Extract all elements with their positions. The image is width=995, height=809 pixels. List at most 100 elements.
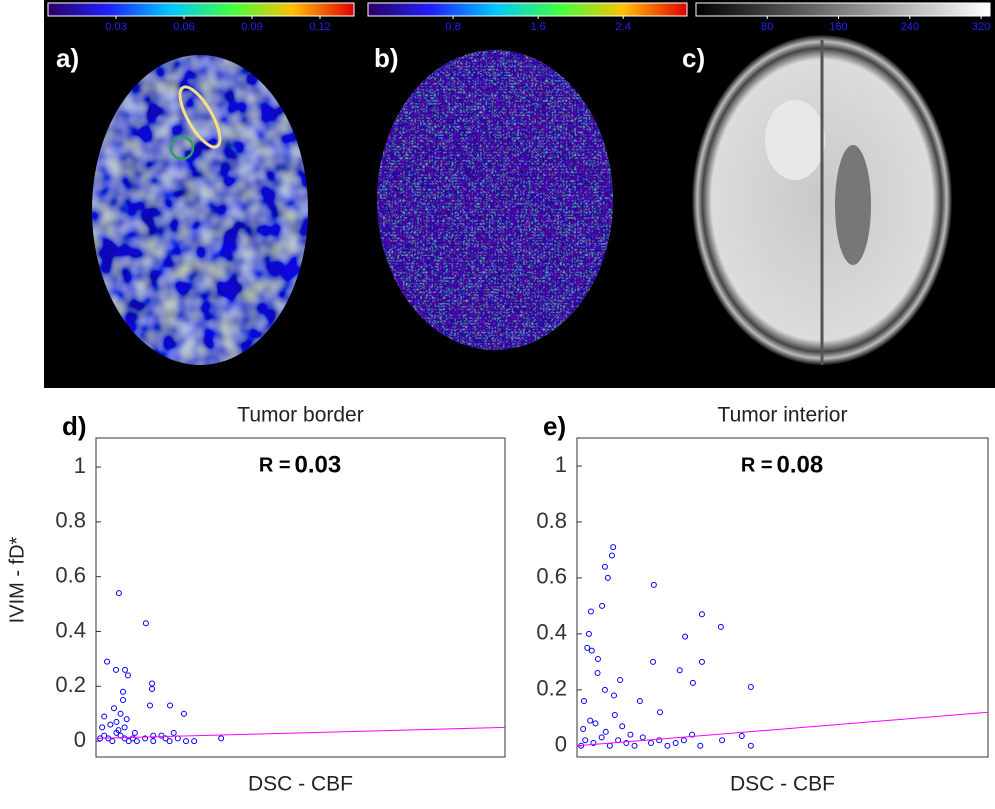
point	[122, 666, 129, 673]
x-axis-label: DSC - CBF	[248, 773, 353, 796]
point	[680, 737, 687, 744]
point	[747, 742, 754, 749]
point	[584, 644, 591, 651]
point	[601, 686, 608, 693]
r-label: R =	[259, 454, 291, 476]
point	[142, 735, 149, 742]
y-tick-label: 0.6	[536, 564, 567, 589]
colorbar-tick-label: 0.03	[105, 21, 126, 33]
point	[719, 737, 726, 744]
point	[601, 563, 608, 570]
r-value: 0.03	[295, 451, 342, 478]
point	[585, 630, 592, 637]
point	[146, 702, 153, 709]
point	[113, 718, 120, 725]
r-value: 0.08	[777, 451, 824, 478]
tumor	[765, 100, 825, 180]
colorbar-tick-label: 0.06	[173, 21, 194, 33]
colorbar	[367, 2, 688, 17]
point	[657, 709, 664, 716]
point	[689, 679, 696, 686]
point	[611, 712, 618, 719]
point	[580, 726, 587, 733]
point	[133, 738, 140, 745]
point	[598, 734, 605, 741]
point	[180, 710, 187, 717]
point	[580, 698, 587, 705]
y-tick-label: 0.4	[536, 620, 567, 645]
point	[631, 742, 638, 749]
y-tick-label: 1	[74, 453, 86, 478]
point	[697, 742, 704, 749]
y-tick-label: 0.8	[55, 508, 86, 533]
colorbar-tick-label: 160	[829, 21, 847, 33]
roi-interior	[169, 135, 195, 161]
point	[150, 732, 157, 739]
chart-title: Tumor interior	[718, 404, 848, 427]
brain-texture-a	[92, 55, 308, 365]
point	[123, 716, 130, 723]
point	[167, 702, 174, 709]
point	[650, 581, 657, 588]
r-label: R =	[741, 454, 773, 476]
fit-line	[576, 711, 989, 747]
colorbar	[695, 2, 991, 17]
point	[110, 705, 117, 712]
panel-label: a)	[56, 43, 79, 73]
point	[115, 590, 122, 597]
point	[594, 670, 601, 677]
point	[121, 724, 128, 731]
point	[590, 740, 597, 747]
point	[588, 647, 595, 654]
point	[647, 740, 654, 747]
point	[639, 734, 646, 741]
colorbar-tick-label: 0.12	[309, 21, 330, 33]
y-tick-label: 0.4	[55, 617, 86, 642]
colorbar	[47, 2, 355, 17]
y-tick-label: 0.2	[536, 676, 567, 701]
colorbar-tick-label: 80	[761, 21, 773, 33]
point	[617, 677, 624, 684]
point	[682, 633, 689, 640]
panel-label: b)	[374, 43, 399, 73]
point	[119, 696, 126, 703]
plot-area	[95, 437, 506, 758]
point	[619, 723, 626, 730]
point	[698, 658, 705, 665]
point	[623, 740, 630, 747]
point	[599, 602, 606, 609]
colorbar-tick-label: 0.09	[241, 21, 262, 33]
point	[689, 731, 696, 738]
y-tick-label: 0.6	[55, 562, 86, 587]
colorbar-tick-label: 0.8	[445, 21, 460, 33]
point	[113, 666, 120, 673]
point	[610, 544, 617, 551]
point	[104, 658, 111, 665]
colorbar-tick-label: 240	[901, 21, 919, 33]
point	[218, 735, 225, 742]
point	[182, 738, 189, 745]
plot-area	[576, 437, 989, 758]
point	[587, 717, 594, 724]
point	[587, 608, 594, 615]
point	[101, 713, 108, 720]
point	[117, 710, 124, 717]
point	[115, 727, 122, 734]
point	[604, 574, 611, 581]
y-tick-label: 0	[74, 727, 86, 752]
point	[131, 729, 138, 736]
y-tick-label: 1	[555, 452, 567, 477]
point	[664, 742, 671, 749]
point	[107, 721, 114, 728]
point	[656, 737, 663, 744]
point	[124, 672, 131, 679]
x-axis-label: DSC - CBF	[730, 773, 835, 796]
colorbar-tick-label: 1.6	[530, 21, 545, 33]
point	[191, 738, 198, 745]
point	[142, 620, 149, 627]
panel-label: e)	[543, 411, 566, 441]
panel-label: d)	[62, 411, 87, 441]
point	[602, 728, 609, 735]
panel-label: c)	[682, 43, 705, 73]
